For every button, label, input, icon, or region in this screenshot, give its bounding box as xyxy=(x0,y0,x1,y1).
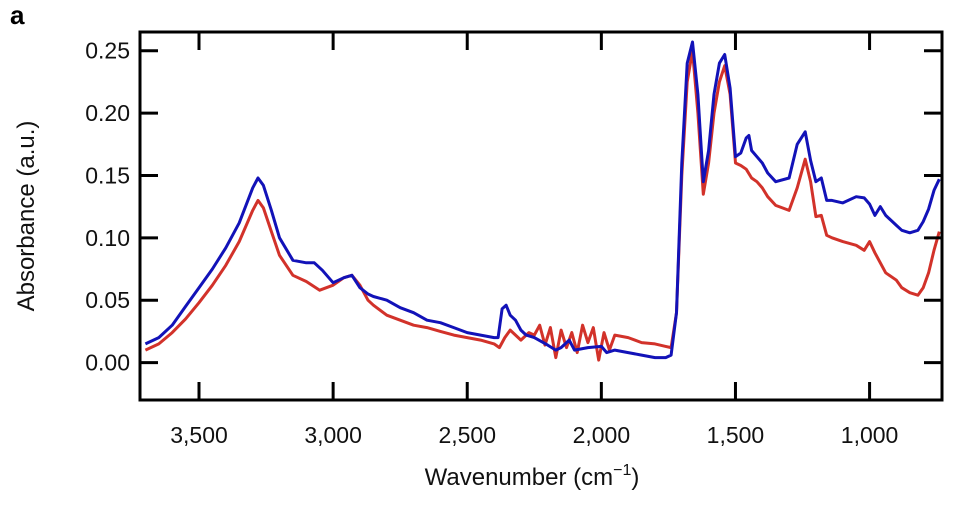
series-line-red xyxy=(144,49,941,362)
series-layer xyxy=(144,40,941,362)
y-axis-label: Absorbance (a.u.) xyxy=(13,121,40,312)
y-tick-label: 0.15 xyxy=(85,162,130,188)
y-ticks: 0.00 0.05 0.10 0.15 0.20 0.25 xyxy=(85,38,942,376)
x-tick-label: 1,500 xyxy=(707,422,765,448)
x-axis-label-end: ) xyxy=(631,464,639,491)
x-tick-label: 1,000 xyxy=(841,422,899,448)
y-tick-label: 0.00 xyxy=(85,350,130,376)
x-tick-label: 3,000 xyxy=(304,422,362,448)
series-line-blue xyxy=(144,40,941,360)
x-axis-label-main: Wavenumber (cm xyxy=(425,464,613,491)
x-tick-label: 2,000 xyxy=(573,422,631,448)
x-ticks: 3,500 3,000 2,500 2,000 1,500 1,000 xyxy=(170,32,898,448)
y-tick-label: 0.25 xyxy=(85,38,130,64)
panel-label: a xyxy=(10,0,25,30)
x-tick-label: 3,500 xyxy=(170,422,228,448)
x-axis-label: Wavenumber (cm−1) xyxy=(425,462,640,491)
plot-frame xyxy=(138,30,944,402)
y-tick-label: 0.05 xyxy=(85,287,130,313)
y-tick-label: 0.20 xyxy=(85,100,130,126)
x-axis-label-sup: −1 xyxy=(613,462,631,479)
y-tick-label: 0.10 xyxy=(85,225,130,251)
x-tick-label: 2,500 xyxy=(438,422,496,448)
